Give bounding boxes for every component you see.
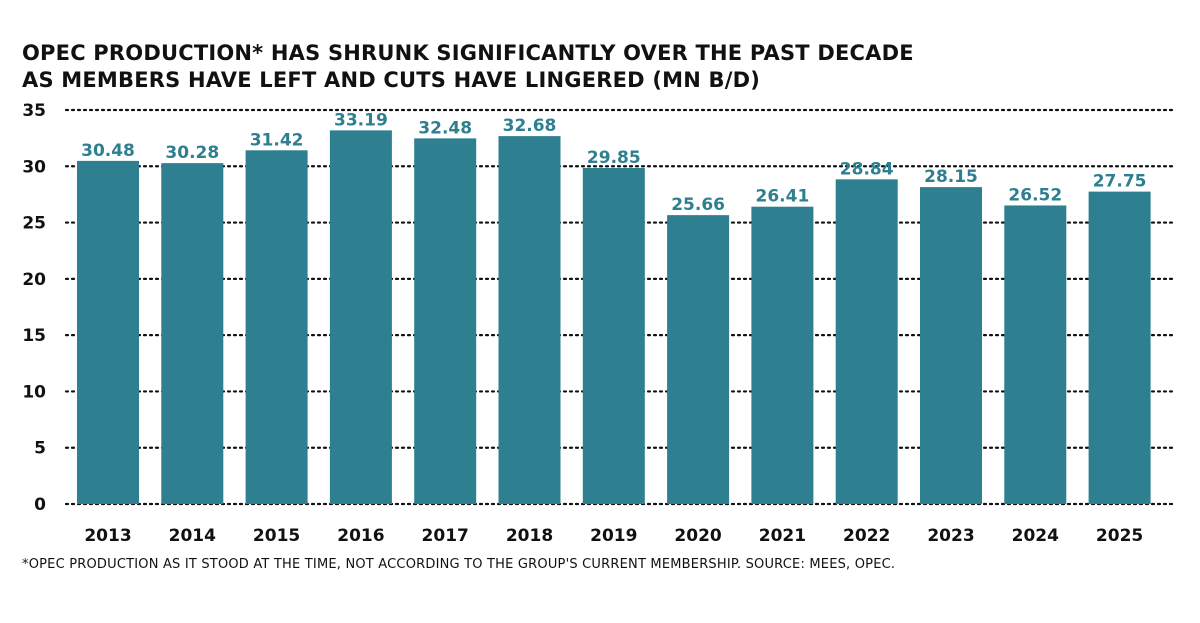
x-tick-label: 2025 — [1096, 526, 1143, 546]
bar-value-label: 29.85 — [587, 148, 641, 168]
chart-title-line-2: AS MEMBERS HAVE LEFT AND CUTS HAVE LINGE… — [22, 68, 761, 92]
x-tick-label: 2013 — [84, 526, 131, 546]
bar — [161, 163, 224, 504]
bar-value-label: 32.68 — [503, 116, 557, 136]
y-tick-label: 10 — [22, 382, 46, 402]
x-tick-label: 2022 — [843, 526, 890, 546]
y-tick-label: 15 — [22, 326, 46, 346]
chart-title: OPEC PRODUCTION* HAS SHRUNK SIGNIFICANTL… — [22, 40, 914, 94]
x-tick-label: 2018 — [506, 526, 553, 546]
bar-value-label: 25.66 — [671, 195, 725, 215]
x-tick-label: 2023 — [927, 526, 974, 546]
footnote: *OPEC PRODUCTION AS IT STOOD AT THE TIME… — [22, 557, 896, 572]
y-tick-label: 25 — [22, 214, 46, 234]
x-tick-label: 2015 — [253, 526, 300, 546]
x-tick-label: 2017 — [422, 526, 469, 546]
x-tick-label: 2014 — [169, 526, 216, 546]
bar-value-label: 28.15 — [924, 167, 978, 187]
bar-value-label: 33.19 — [334, 110, 388, 130]
y-tick-label: 20 — [22, 270, 46, 290]
x-axis-ticks: 2013 2014 2015 2016 2017 2018 2019 2020 2021 2022… — [84, 526, 1143, 546]
bar-value-label: 26.52 — [1008, 185, 1062, 205]
bar-value-label: 30.48 — [81, 141, 135, 161]
bar — [667, 215, 730, 504]
bar — [329, 130, 392, 504]
bar — [77, 160, 139, 505]
bar — [751, 206, 814, 504]
bar-value-label: 30.28 — [165, 143, 219, 163]
y-tick-label: 35 — [22, 101, 46, 121]
y-tick-label: 0 — [34, 495, 46, 515]
bar — [920, 187, 982, 504]
x-tick-label: 2016 — [337, 526, 384, 546]
bar — [245, 150, 308, 504]
x-tick-label: 2019 — [590, 526, 637, 546]
chart-title-line-1: OPEC PRODUCTION* HAS SHRUNK SIGNIFICANTL… — [22, 41, 914, 65]
bar-value-label: 31.42 — [250, 130, 304, 150]
bar-value-label: 26.41 — [756, 187, 810, 207]
bar — [414, 138, 477, 505]
bar — [582, 167, 645, 504]
x-tick-label: 2024 — [1012, 526, 1059, 546]
y-tick-label: 30 — [22, 157, 46, 177]
bar-value-label: 27.75 — [1093, 172, 1147, 192]
bar — [1088, 191, 1151, 504]
bars — [77, 130, 1151, 505]
value-labels: 30.48 30.28 31.42 33.19 32.48 32.68 29.85 25.66… — [81, 110, 1146, 215]
y-tick-label: 5 — [34, 439, 46, 459]
bar — [835, 179, 898, 504]
bar — [498, 136, 561, 504]
bar — [1004, 205, 1067, 504]
bar-value-label: 28.84 — [840, 159, 894, 179]
x-tick-label: 2020 — [674, 526, 721, 546]
y-axis-ticks: 0 5 10 15 20 25 30 35 — [22, 101, 46, 515]
bar-value-label: 32.48 — [418, 118, 472, 138]
x-tick-label: 2021 — [759, 526, 806, 546]
